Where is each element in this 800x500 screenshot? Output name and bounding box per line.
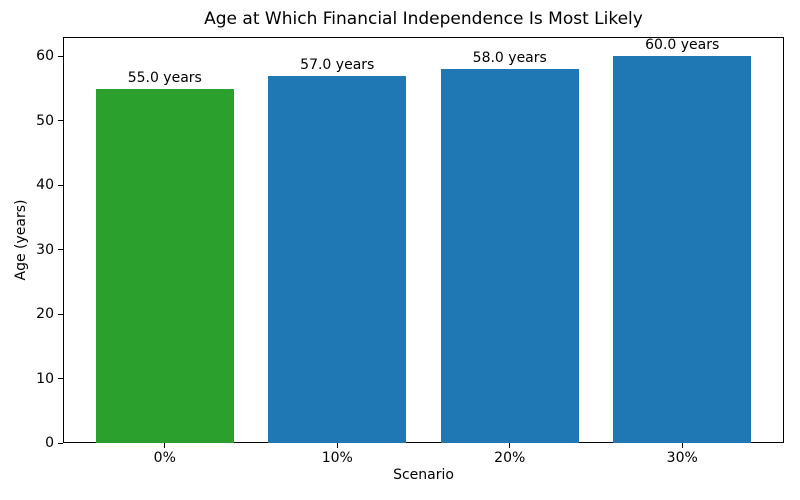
chart-title: Age at Which Financial Independence Is M… bbox=[204, 9, 643, 29]
x-tick-mark bbox=[164, 443, 166, 448]
x-axis-label: Scenario bbox=[393, 467, 454, 483]
y-tick-label: 50 bbox=[36, 112, 54, 129]
y-tick-label: 60 bbox=[36, 48, 54, 65]
y-tick-label: 10 bbox=[36, 370, 54, 387]
x-tick-mark bbox=[681, 443, 683, 448]
plot-area bbox=[63, 37, 784, 443]
x-tick-label: 0% bbox=[153, 450, 176, 466]
x-tick-label: 20% bbox=[494, 450, 526, 466]
x-tick-mark bbox=[336, 443, 338, 448]
y-axis-label: Age (years) bbox=[13, 199, 29, 281]
y-tick-label: 0 bbox=[45, 435, 54, 451]
x-tick-mark bbox=[509, 443, 511, 448]
x-tick-label: 30% bbox=[666, 450, 698, 466]
x-tick-label: 10% bbox=[321, 450, 353, 466]
